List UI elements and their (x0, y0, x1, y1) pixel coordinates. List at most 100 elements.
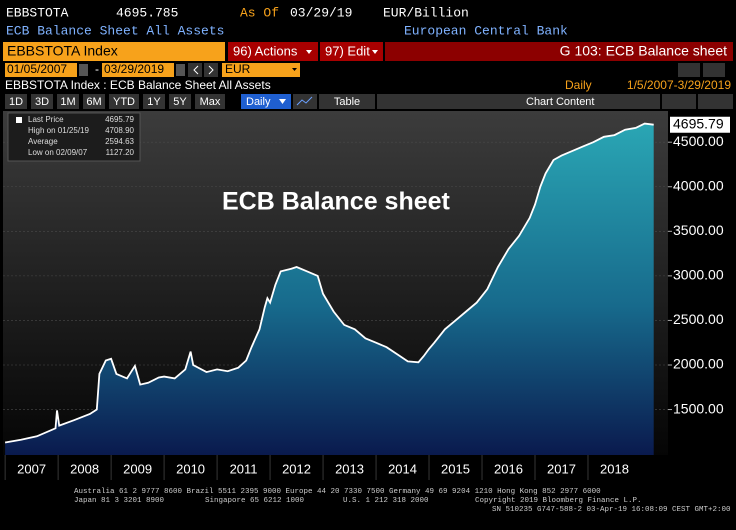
legend-box (7, 112, 141, 162)
period-label: Max (200, 96, 221, 108)
x-tick-label: 2011 (230, 461, 258, 476)
dropdown-arrow (292, 68, 297, 71)
y-tick-label: 1500.00 (673, 400, 724, 416)
annotation: ECB Balance sheet (222, 188, 451, 216)
y-tick-label: 4500.00 (673, 133, 724, 149)
period-label: YTD (113, 96, 135, 108)
period-label: 1D (9, 96, 23, 108)
area (5, 123, 654, 455)
period-label: 5Y (173, 96, 187, 108)
y-tick-label: 3000.00 (673, 267, 724, 283)
options-button[interactable] (662, 94, 696, 109)
as-of-date: 03/29/19 (290, 5, 352, 20)
actions-button[interactable] (228, 42, 318, 61)
chart-type-button[interactable] (293, 94, 317, 109)
calendar-button[interactable] (176, 64, 185, 76)
legend: Last Price 4695.79 High on 01/25/19 4708.90… (16, 115, 135, 157)
start-date-field[interactable] (5, 63, 77, 77)
prev-button[interactable] (188, 63, 202, 77)
security-field[interactable] (3, 42, 225, 61)
table: Table (334, 96, 360, 108)
line (4, 122, 654, 444)
footer-line: U.S. 1 212 318 2000 (343, 497, 429, 505)
x-tick-label: 2007 (17, 461, 46, 476)
legend-value: 1127.20 (106, 148, 135, 157)
redo-button[interactable] (703, 63, 725, 77)
y-tick-label: 2000.00 (673, 356, 724, 372)
x-tick-label: 2015 (441, 461, 470, 476)
chart-content: Chart Content (526, 96, 594, 108)
undo-button[interactable] (678, 63, 700, 77)
period-button[interactable] (109, 94, 139, 109)
y-tick-label: 2500.00 (673, 311, 724, 327)
x-tick-label: 2018 (600, 461, 629, 476)
period-button[interactable] (31, 94, 53, 109)
footer: Australia 61 2 9777 8600 Brazil 5511 239… (74, 488, 731, 514)
calendar-button[interactable] (79, 64, 88, 76)
chart-content-button[interactable] (505, 94, 625, 109)
x-tick-label: 2010 (176, 461, 205, 476)
y-tick-label: 3500.00 (673, 222, 724, 238)
footer-line: Japan 81 3 3201 8900 (74, 497, 165, 505)
period-button[interactable] (57, 94, 79, 109)
chart-heading: EBBSTOTA Index : ECB Balance Sheet All A… (5, 78, 271, 92)
period-button[interactable] (143, 94, 165, 109)
x-tick-label: 2013 (335, 461, 364, 476)
period-label: 1M (60, 96, 75, 108)
legend-value: 2594.63 (105, 137, 134, 146)
start-date: 01/05/2007 (7, 62, 67, 76)
actions: 96) Actions (233, 43, 298, 58)
line-icon (296, 96, 313, 106)
edit-button[interactable] (320, 42, 383, 61)
period-label: 6M (86, 96, 101, 108)
frequency-button[interactable] (241, 94, 291, 109)
dropdown-arrow (372, 50, 378, 54)
as-of-label: As Of (240, 5, 279, 20)
prev-icon (193, 65, 199, 75)
plot: 1500.00 2000.00 2500.00 3000.00 3500.00 4000.… (3, 115, 730, 480)
legend-value: 4695.79 (105, 115, 134, 124)
table-button[interactable] (319, 94, 375, 109)
period-label: 3D (35, 96, 49, 108)
last-value: 4695.785 (116, 5, 178, 20)
period-label: 1Y (147, 96, 161, 108)
legend-label: Average (28, 137, 58, 146)
edit: 97) Edit (325, 43, 370, 58)
period-button[interactable] (5, 94, 27, 109)
legend-label: Last Price (28, 115, 64, 124)
period-button[interactable] (169, 94, 191, 109)
legend-label: Low on 02/09/07 (28, 148, 88, 157)
footer-line: Australia 61 2 9777 8600 Brazil 5511 239… (74, 488, 601, 496)
frequency: Daily (565, 78, 592, 92)
x-tick-label: 2008 (70, 461, 99, 476)
next-icon (208, 65, 214, 75)
frequency-selected: Daily (246, 96, 271, 108)
units: EUR/Billion (383, 5, 469, 20)
legend-value: 4708.90 (105, 126, 134, 135)
end-date-field[interactable] (102, 63, 174, 77)
dropdown-arrow (279, 99, 286, 104)
x-tick-label: 2012 (282, 461, 311, 476)
last-price-box (670, 116, 730, 133)
x-tick-label: 2016 (494, 461, 523, 476)
last-price-label: 4695.79 (673, 115, 724, 131)
settings-button[interactable] (698, 94, 733, 109)
dropdown-arrow (306, 50, 312, 54)
security: EBBSTOTA Index (7, 43, 118, 59)
period-buttons: 1D 3D 1M 6M YTD 1Y 5Y Max (5, 94, 225, 109)
footer-line: SN 510235 G747-588-2 03-Apr-19 16:08:09 … (492, 506, 731, 514)
period-button[interactable] (83, 94, 105, 109)
x-tick-label: 2017 (547, 461, 576, 476)
end-date: 03/29/2019 (104, 62, 164, 76)
dash: - (95, 62, 99, 76)
next-button[interactable] (204, 63, 218, 77)
source: European Central Bank (404, 23, 568, 38)
date-range: 1/5/2007-3/29/2019 (627, 78, 731, 92)
x-tick-label: 2014 (388, 461, 417, 476)
period-button[interactable] (195, 94, 225, 109)
legend-swatch (16, 117, 22, 123)
currency-field[interactable] (222, 63, 300, 77)
description: ECB Balance Sheet All Assets (6, 23, 224, 38)
y-tick-label: 4000.00 (673, 177, 724, 193)
